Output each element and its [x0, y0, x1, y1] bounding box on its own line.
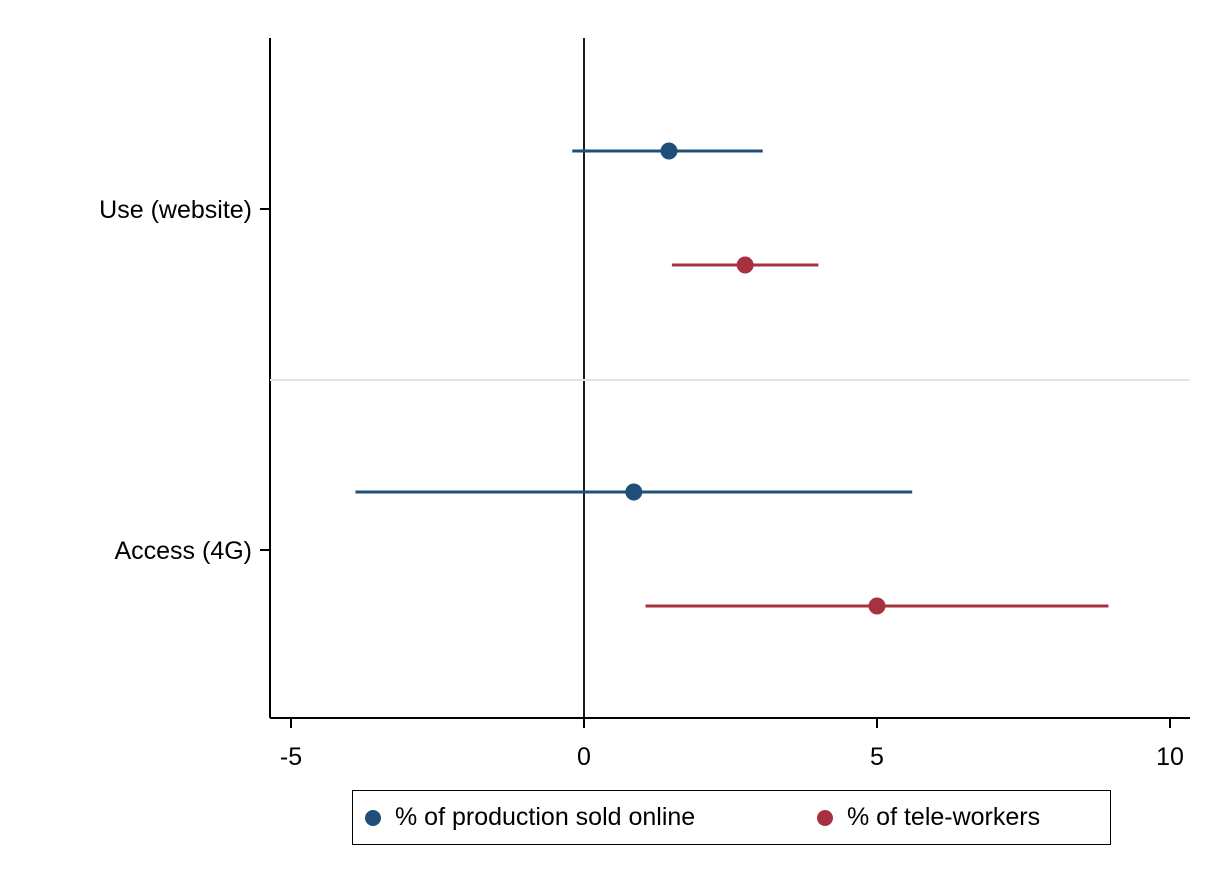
x-axis-ticks: -5 0 5 10	[280, 718, 1184, 771]
x-tick-label: 0	[577, 743, 591, 771]
legend-label: % of production sold online	[395, 803, 696, 831]
point-estimate-marker	[625, 483, 643, 501]
x-tick-label: 10	[1156, 743, 1184, 771]
x-tick-label: -5	[280, 743, 302, 771]
legend-marker-red	[817, 809, 833, 826]
point-estimate-marker	[660, 142, 678, 160]
legend-item-production-online: % of production sold online	[365, 803, 695, 832]
legend-marker-blue	[365, 809, 381, 826]
plot-frame	[269, 38, 1190, 719]
y-axis-ticks: Use (website) Access (4G)	[99, 196, 270, 565]
y-tick-label: Use (website)	[99, 196, 252, 224]
x-tick-label: 5	[870, 743, 884, 771]
legend-item-tele-workers: % of tele-workers	[817, 803, 1040, 832]
point-estimate-marker	[736, 256, 754, 274]
reference-lines	[270, 38, 1190, 718]
legend-label: % of tele-workers	[847, 803, 1041, 831]
legend: % of production sold online % of tele-wo…	[352, 790, 1111, 845]
point-estimate-marker	[868, 597, 886, 615]
y-tick-label: Access (4G)	[114, 537, 252, 565]
data-marks	[355, 142, 1109, 615]
